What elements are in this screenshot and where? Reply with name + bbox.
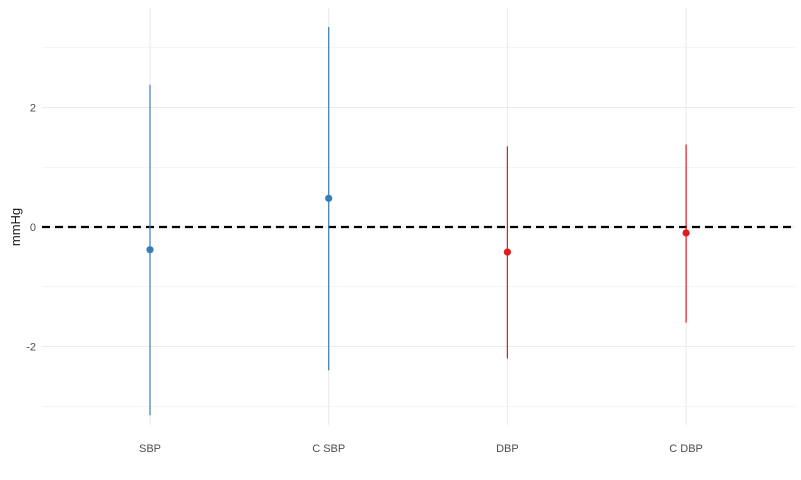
y-tick-label: -2 xyxy=(26,342,36,354)
estimate-point xyxy=(146,246,153,253)
estimate-point xyxy=(683,229,690,236)
point-ranges xyxy=(146,27,689,415)
estimate-point xyxy=(504,248,511,255)
major-gridlines xyxy=(42,8,795,425)
x-tick-label: DBP xyxy=(496,443,519,455)
x-tick-label: C SBP xyxy=(312,443,345,455)
y-tick-label: 0 xyxy=(30,222,36,234)
x-tick-label: SBP xyxy=(139,443,161,455)
estimate-point xyxy=(325,195,332,202)
x-tick-labels: SBP C SBP DBP C DBP xyxy=(139,443,703,455)
y-tick-labels: -2 0 2 xyxy=(26,103,36,354)
x-tick-label: C DBP xyxy=(669,443,703,455)
y-tick-label: 2 xyxy=(30,103,36,115)
y-axis-title: mmHg xyxy=(8,208,23,246)
